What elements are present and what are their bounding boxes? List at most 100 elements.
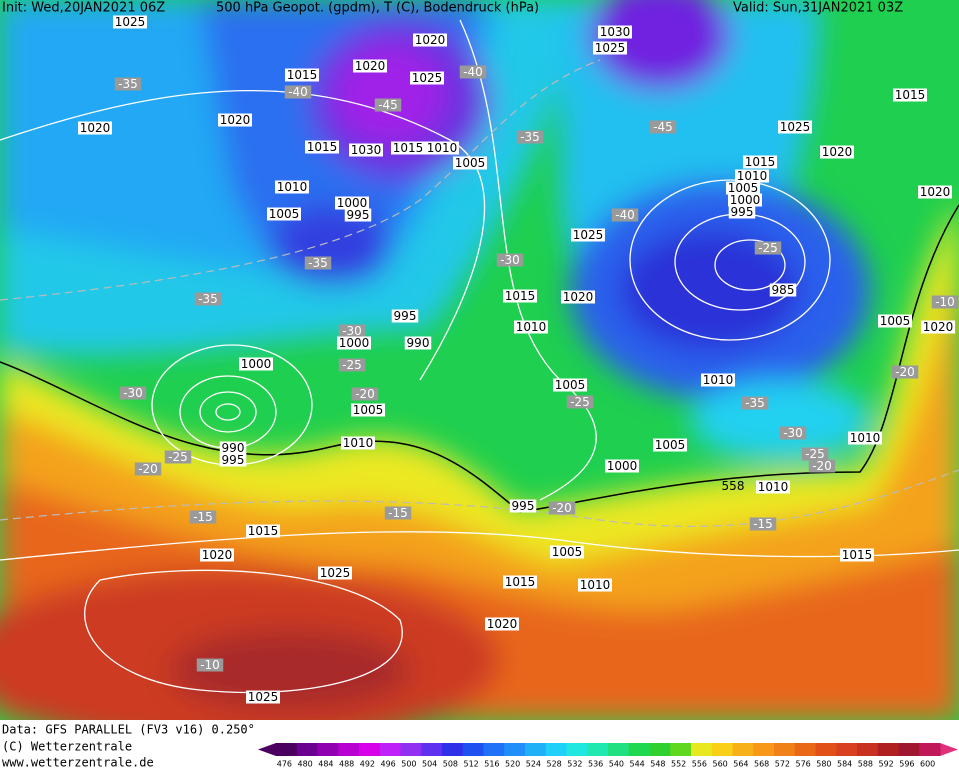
- isobar-label-box: [200, 548, 234, 562]
- colorbar-tick-label: 504: [422, 760, 437, 769]
- colorbar-cell: [877, 743, 899, 756]
- map-field: [0, 0, 959, 720]
- isobar-label-box: [840, 548, 874, 562]
- colorbar-tick-label: 584: [837, 760, 852, 769]
- isobar-label: 1020: [80, 121, 111, 135]
- isobar-label: 1020: [202, 548, 233, 562]
- map-labels: 1025 1020 1030 1025 1015 1020 1025 -40 -35 -40 -45…: [78, 15, 959, 704]
- temperature-label-box: [459, 65, 487, 79]
- isobar-label-box: [848, 431, 882, 445]
- temperature-label: -35: [198, 292, 218, 306]
- isobar-label-box: [571, 228, 605, 242]
- colorbar-cell: [836, 743, 858, 756]
- isobar-label: 1005: [655, 438, 686, 452]
- isobar-label-box: [391, 141, 425, 155]
- colorbar-arrow-right: [940, 743, 958, 756]
- temperature-label: -25: [570, 395, 590, 409]
- isobar-label: 1030: [351, 143, 382, 157]
- colorbar-tick-label: 484: [318, 760, 333, 769]
- colorbar-cell: [525, 743, 547, 756]
- colorbar-cell: [753, 743, 775, 756]
- isobar-label: 1020: [355, 59, 386, 73]
- temperature-label-box: [374, 98, 402, 112]
- temperature-label: -35: [745, 396, 765, 410]
- temperature-label-box: [548, 501, 576, 515]
- temperature-label-box: [164, 450, 192, 464]
- isobar-label-box: [553, 378, 587, 392]
- temperature-label-box: [779, 426, 807, 440]
- isobar-label-box: [756, 480, 790, 494]
- isobar-label: 1015: [745, 155, 776, 169]
- isobar-label: 995: [347, 208, 370, 222]
- colorbar-tick-label: 576: [795, 760, 810, 769]
- colorbar-cell: [711, 743, 733, 756]
- colorbar-tick-label: 556: [692, 760, 707, 769]
- isobar-label-box: [921, 320, 955, 334]
- isobar-label-box: [598, 25, 632, 39]
- map-title: 500 hPa Geopot. (gpdm), T (C), Bodendruc…: [216, 1, 539, 16]
- isobar-label: 1020: [822, 145, 853, 159]
- temperature-label: -25: [758, 241, 778, 255]
- colorbar-cell: [400, 743, 422, 756]
- colorbar-tick-label: 588: [858, 760, 873, 769]
- isobar-label: 1010: [758, 480, 789, 494]
- isobar-label: 1015: [248, 524, 279, 538]
- isobar-label-box: [726, 181, 760, 195]
- temperature-label: -30: [500, 253, 520, 267]
- colorbar-cell: [317, 743, 339, 756]
- isobar-label: 1010: [343, 436, 374, 450]
- isobar-label-box: [246, 524, 280, 538]
- isobar-label-box: [349, 143, 383, 157]
- temperature-label: -40: [288, 85, 308, 99]
- isobar-label-box: [550, 545, 584, 559]
- isobar-label-box: [701, 373, 735, 387]
- colorbar-tick-label: 552: [671, 760, 686, 769]
- isobar-label: 1020: [487, 617, 518, 631]
- isobar-label: 1015: [307, 140, 338, 154]
- temperature-label-box: [754, 241, 782, 255]
- isobar-label: 1020: [220, 113, 251, 127]
- isobar-label-box: [893, 88, 927, 102]
- isobar-label: 1020: [920, 185, 951, 199]
- colorbar-cell: [919, 743, 941, 756]
- temperature-label-box: [611, 208, 639, 222]
- colorbar-tick-label: 476: [277, 760, 292, 769]
- isobar-label-box: [735, 169, 769, 183]
- temperature-label: -20: [812, 459, 832, 473]
- isobar-label-box: [778, 120, 812, 134]
- isobar-label-box: [267, 207, 301, 221]
- temperature-label-box: [119, 386, 147, 400]
- isobar-label-box: [514, 320, 548, 334]
- data-source: Data: GFS PARALLEL (FV3 v16) 0.250°: [2, 723, 255, 737]
- temperature-label: -45: [653, 120, 673, 134]
- isobar-label-box: [653, 438, 687, 452]
- isobar-label-box: [404, 336, 432, 350]
- colorbar-tick-label: 480: [297, 760, 312, 769]
- colorbar-tick-label: 532: [567, 760, 582, 769]
- website: www.wetterzentrale.de: [2, 756, 154, 770]
- temperature-label-box: [338, 358, 366, 372]
- isobar-label: 1000: [241, 357, 272, 371]
- colorbar-tick-label: 508: [443, 760, 458, 769]
- isobar-label: 1010: [737, 169, 768, 183]
- temperature-label-box: [384, 506, 412, 520]
- temperature-label-box: [931, 295, 959, 309]
- isobar-label-box: [318, 566, 352, 580]
- colorbar-cell: [774, 743, 796, 756]
- isobar-label-box: [728, 205, 756, 219]
- colorbar-cell: [898, 743, 920, 756]
- temperature-label: -15: [193, 510, 213, 524]
- isobar-label: 985: [772, 283, 795, 297]
- isobar-label-box: [503, 575, 537, 589]
- temperature-label-box: [304, 256, 332, 270]
- isobar-label: 1005: [552, 545, 583, 559]
- colorbar-cell: [442, 743, 464, 756]
- temperature-label: -30: [342, 324, 362, 338]
- init-time: Init: Wed,20JAN2021 06Z: [2, 1, 165, 16]
- temperature-label: -15: [753, 517, 773, 531]
- isobar-label-box: [878, 314, 912, 328]
- isobar-label: 1015: [393, 141, 424, 155]
- isobar-label: 1010: [516, 320, 547, 334]
- colorbar-cell: [504, 743, 526, 756]
